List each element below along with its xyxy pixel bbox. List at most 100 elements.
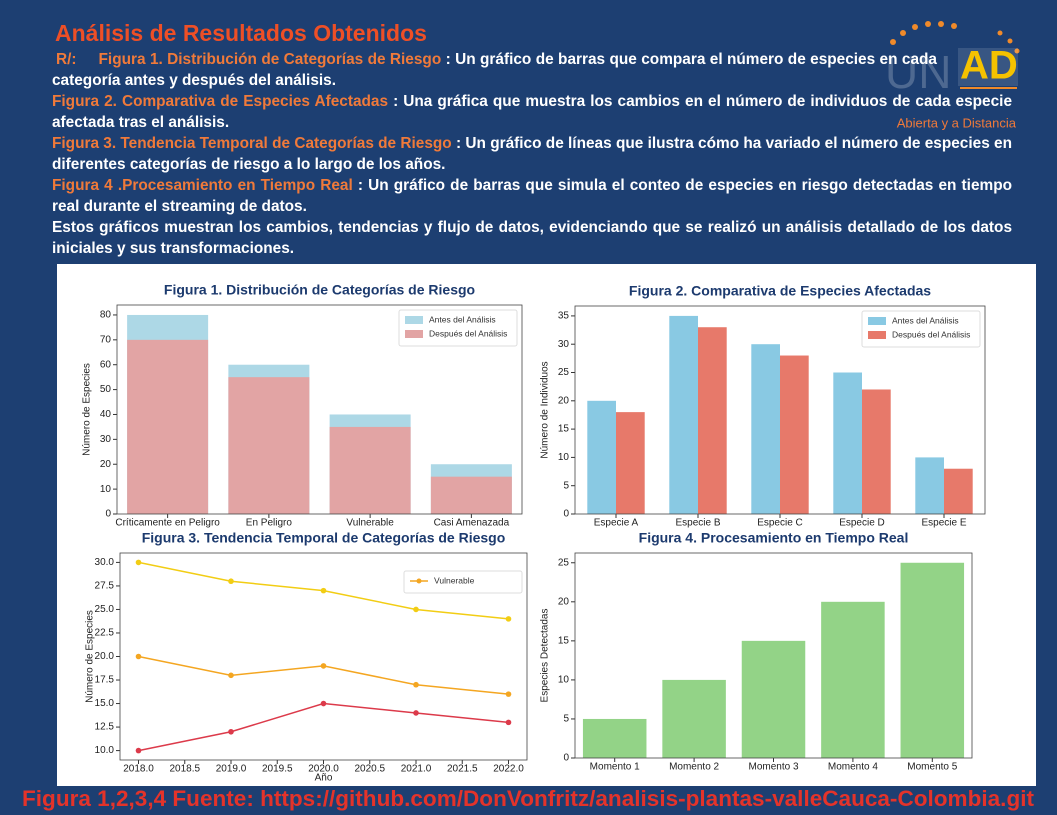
title: Análisis de Resultados Obtenidos (55, 20, 427, 46)
paragraph: Estos gráficos muestran los cambios, ten… (52, 217, 1012, 259)
y-tick-label: 5 (563, 714, 569, 725)
x-tick-label: Críticamente en Peligro (115, 518, 220, 529)
legend-label: Antes del Análisis (892, 315, 959, 325)
x-tick-label: Vulnerable (346, 518, 394, 529)
y-tick-label: 25 (558, 557, 570, 568)
legend-swatch (416, 578, 422, 584)
logo-dots (890, 21, 1020, 54)
legend-box (403, 570, 523, 594)
paragraph-text: : Un gráfico de barras que simula el con… (52, 177, 1012, 215)
y-tick-label: 25.0 (95, 604, 115, 615)
x-tick-label: Especie E (921, 518, 966, 529)
text-block: R/: Figura 1. Distribución de Categorías … (52, 49, 1012, 259)
y-tick-label: 20 (100, 459, 112, 470)
plot-frame (119, 552, 528, 761)
point (413, 710, 419, 716)
y-tick-label: 60 (100, 359, 112, 370)
x-tick-label: 2021.5 (447, 764, 478, 775)
y-tick-label: 12.5 (95, 722, 115, 733)
bar (662, 679, 726, 758)
y-tick-label: 35 (558, 311, 570, 322)
x-tick-label: Momento 2 (669, 762, 719, 773)
x-tick-label: 2019.0 (216, 764, 247, 775)
logo-box (958, 48, 1018, 86)
point (135, 559, 142, 566)
paragraph-text: : Un gráfico de líneas que ilustra cómo … (52, 135, 1012, 173)
point (505, 616, 512, 622)
bar (944, 468, 973, 514)
y-tick-label: 15 (558, 635, 570, 646)
bar (587, 400, 616, 514)
point (505, 691, 512, 697)
figure-label: Figura 3. Tendencia Temporal de Categorí… (52, 135, 452, 152)
point (320, 663, 327, 669)
legend-label: Antes del Análisis (429, 314, 496, 324)
point (135, 653, 142, 660)
prefix: R/: (56, 51, 77, 68)
legend-swatch (405, 330, 423, 338)
x-tick-label: 2018.0 (123, 764, 154, 775)
y-axis-label: Especies Detectadas (540, 609, 551, 703)
bar (833, 372, 862, 514)
x-tick-label: Especie A (594, 518, 639, 529)
y-tick-label: 22.5 (95, 628, 115, 639)
x-tick-label: 2019.5 (262, 764, 293, 775)
y-tick-label: 10 (558, 452, 570, 463)
figure-label: Figura 2. Comparativa de Especies Afecta… (52, 93, 389, 110)
bar (616, 412, 645, 514)
legend-swatch (868, 331, 886, 339)
x-tick-label: 2020.0 (308, 764, 339, 775)
x-tick-label: Momento 1 (590, 762, 640, 773)
paragraph-text: : Una gráfica que muestra los cambios en… (52, 93, 1013, 131)
y-tick-label: 15.0 (95, 698, 115, 709)
x-tick-label: Especie B (675, 518, 720, 529)
y-tick-label: 27.5 (95, 581, 115, 592)
paragraph: Figura 3. Tendencia Temporal de Categorí… (52, 133, 1012, 175)
paragraph: Figura 4 .Procesamiento en Tiempo Real :… (52, 175, 1012, 217)
y-tick-label: 50 (100, 384, 112, 395)
bar (862, 389, 891, 514)
figure-label: Figura 4 .Procesamiento en Tiempo Real (52, 177, 353, 194)
x-axis-label: Año (315, 773, 333, 784)
point (228, 578, 234, 585)
legend-box (398, 309, 518, 347)
y-tick-label: 20 (558, 395, 570, 406)
x-tick-label: 2022.0 (493, 764, 524, 775)
y-tick-label: 20 (558, 596, 570, 607)
x-tick-label: Casi Amenazada (434, 518, 510, 529)
bar (900, 562, 965, 758)
point (320, 700, 327, 707)
bar (669, 315, 698, 514)
chart-title: Figura 3. Tendencia Temporal de Categorí… (142, 530, 506, 546)
y-tick-label: 30 (558, 339, 570, 350)
point (135, 747, 142, 754)
x-tick-label: 2018.5 (169, 764, 200, 775)
bar (698, 327, 727, 514)
plot-frame (574, 305, 986, 515)
bar (127, 339, 209, 514)
x-tick-label: Especie C (757, 518, 803, 529)
y-tick-label: 5 (563, 480, 569, 491)
y-tick-label: 10 (558, 675, 570, 686)
chart-title: Figura 4. Procesamiento en Tiempo Real (639, 530, 909, 546)
plot-frame (574, 552, 973, 759)
paragraph-text: Estos gráficos muestran los cambios, ten… (52, 219, 1012, 257)
bar (430, 476, 512, 514)
point (228, 672, 234, 679)
legend-label: Después del Análisis (892, 329, 970, 339)
y-axis-label: Número de Especies (82, 363, 93, 456)
x-tick-label: Momento 5 (907, 762, 957, 773)
y-tick-label: 30 (100, 434, 112, 445)
y-axis-label: Número de Individuos (540, 361, 551, 458)
legend-swatch (405, 316, 423, 324)
y-tick-label: 0 (105, 509, 111, 520)
figure-label: Figura 1. Distribución de Categorías de … (98, 51, 442, 68)
bar (821, 601, 885, 758)
x-tick-label: En Peligro (246, 518, 293, 529)
y-tick-label: 40 (100, 409, 112, 420)
y-tick-label: 0 (563, 509, 569, 520)
logo-right: AD (960, 44, 1018, 88)
x-tick-label: Especie D (839, 518, 885, 529)
y-tick-label: 30.0 (95, 557, 115, 568)
